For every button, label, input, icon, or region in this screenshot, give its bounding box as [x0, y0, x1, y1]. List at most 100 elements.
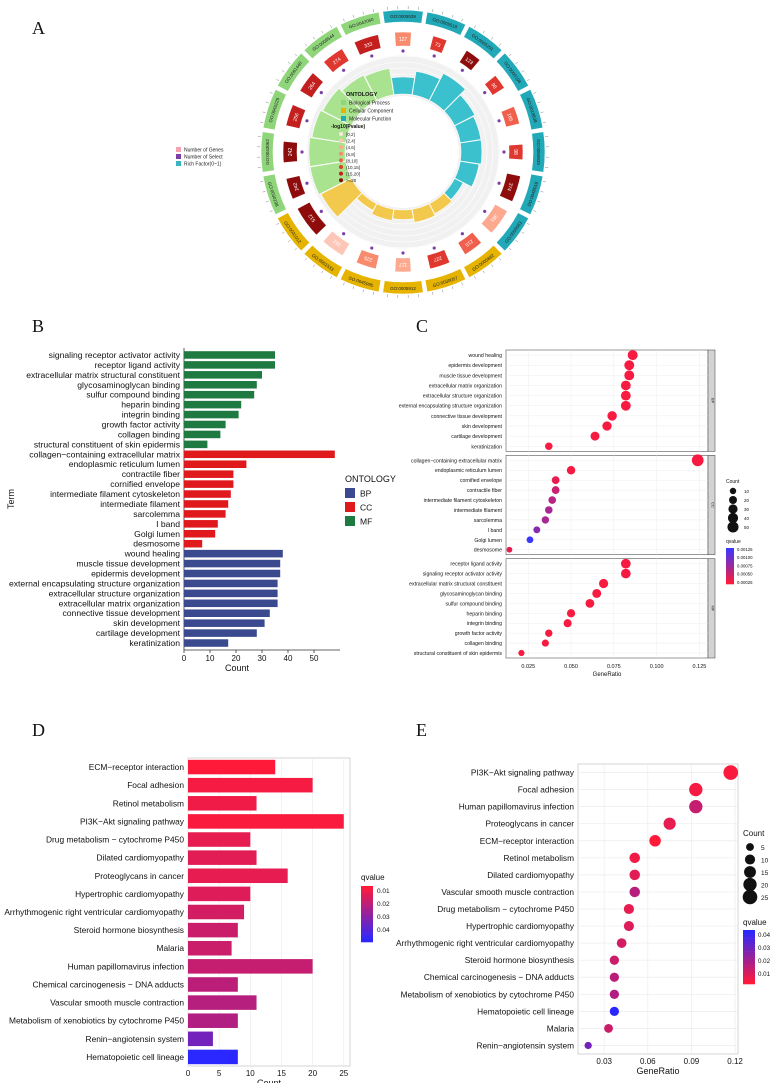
category-label: Retinol metabolism: [113, 798, 184, 808]
side-legend-label: Rich Factor(0~1): [184, 162, 222, 168]
dot: [649, 834, 661, 847]
color-legend-step: [361, 922, 373, 926]
color-legend-label: 0.00075: [737, 563, 753, 568]
outer-tick: [498, 43, 502, 47]
bar: [184, 599, 278, 608]
select-marker: [319, 209, 323, 213]
select-marker: [305, 181, 309, 185]
outer-tick: [362, 11, 364, 15]
pvalue-label: (8,10]: [346, 158, 358, 163]
pvalue-swatch: [339, 145, 343, 150]
category-label: Arrhythmogenic right ventricular cardiom…: [4, 907, 184, 917]
x-axis-title: GeneRatio: [636, 1066, 679, 1076]
bar: [184, 400, 242, 409]
outer-tick: [352, 14, 355, 18]
bar: [184, 390, 255, 399]
dot: [566, 609, 576, 618]
category-label: Malaria: [157, 943, 185, 953]
gene-count-label: 312: [332, 238, 342, 248]
outer-tick: [442, 289, 444, 293]
bar: [188, 868, 288, 884]
gene-count-label: 381: [489, 213, 499, 223]
color-legend-label: 0.02: [377, 901, 390, 908]
side-legend-swatch: [176, 161, 181, 166]
category-label: Retinol metabolism: [503, 853, 574, 863]
dot: [533, 526, 541, 534]
gene-count-label: 165: [505, 112, 513, 122]
term-label: cornified envelope: [460, 478, 502, 484]
gene-count-label: 227: [433, 254, 443, 262]
gene-count-label: 117: [399, 261, 407, 267]
bar: [184, 619, 265, 627]
color-legend-step: [361, 905, 373, 909]
bar: [184, 490, 231, 498]
bar: [188, 1013, 238, 1028]
category-label: intermediate filament cytoskeleton: [50, 489, 180, 499]
outer-ring-sector: [531, 131, 546, 173]
bar: [184, 410, 239, 419]
category-label: Golgi lumen: [134, 529, 180, 539]
term-label: sulfur compound binding: [445, 601, 502, 607]
dot: [551, 486, 560, 495]
color-legend-step: [743, 943, 755, 947]
category-label: Hematopoietic cell lineage: [477, 1006, 574, 1016]
category-label: integrin binding: [122, 410, 181, 420]
term-label: muscle tissue development: [439, 373, 502, 379]
outer-tick: [343, 282, 345, 286]
category-label: desmosome: [133, 539, 180, 549]
category-label: Renin−angiotensin system: [86, 1034, 184, 1044]
x-tick-label: 50: [310, 654, 319, 663]
x-tick-label: 0.050: [564, 664, 578, 670]
category-label: extracellular matrix organization: [59, 598, 181, 608]
outer-ring-sector: [382, 9, 424, 24]
color-legend-label: 0.04: [377, 927, 390, 934]
select-marker: [319, 91, 323, 95]
category-label: sulfur compound binding: [86, 390, 180, 400]
category-label: Hypertrophic cardiomyopathy: [75, 889, 185, 899]
color-legend-step: [361, 891, 373, 895]
color-legend-step: [726, 576, 734, 579]
outer-tick: [482, 270, 485, 274]
legend-label: Biological Process: [349, 101, 390, 107]
outer-tick: [474, 25, 476, 29]
term-label: extracellular matrix organization: [429, 383, 502, 389]
facet-frame: [505, 558, 709, 659]
bar: [188, 850, 257, 865]
outer-ring-sector: [303, 244, 343, 279]
bar: [184, 440, 208, 449]
color-legend-step: [743, 930, 755, 933]
rich-factor-bar: [443, 178, 464, 200]
legend-swatch: [345, 488, 355, 498]
facet-frame: [505, 455, 709, 555]
category-label: ECM−receptor interaction: [480, 836, 575, 846]
dot: [518, 649, 525, 657]
legend-label: Cellular Component: [349, 109, 394, 115]
category-label: Dilated cardiomyopathy: [487, 870, 575, 880]
color-legend-step: [743, 967, 755, 971]
gene-count-label: 127: [399, 37, 408, 43]
color-legend-step: [361, 886, 373, 890]
gene-count-bar: [508, 143, 524, 161]
color-legend-step: [726, 550, 734, 553]
gene-count-label: 274: [332, 56, 342, 66]
dot: [689, 799, 703, 814]
x-tick-label: 0.03: [596, 1057, 612, 1066]
dot: [620, 568, 631, 579]
outer-tick: [474, 275, 476, 279]
x-tick-label: 0.075: [607, 664, 621, 670]
category-label: Proteoglycans in cancer: [485, 819, 574, 829]
outer-tick: [542, 121, 546, 123]
color-legend-step: [726, 568, 734, 571]
pvalue-label: >=20: [346, 178, 357, 183]
select-marker: [497, 181, 501, 185]
color-legend-step: [743, 975, 755, 979]
color-legend-label: 0.00125: [737, 547, 753, 552]
gene-count-label: 242: [292, 182, 300, 192]
category-label: contractile fiber: [122, 469, 180, 479]
dot: [627, 350, 638, 361]
color-legend-step: [743, 957, 755, 960]
color-legend-step: [743, 959, 755, 963]
